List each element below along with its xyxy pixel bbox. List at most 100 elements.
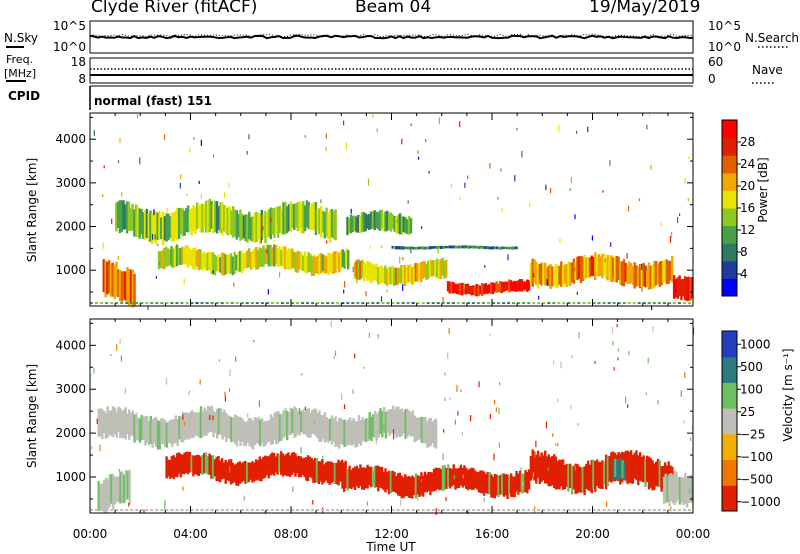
power-speckle (677, 216, 679, 224)
power-cell (172, 248, 175, 268)
velocity-cell (246, 420, 249, 443)
velocity-speckle (143, 509, 145, 514)
power-cell (273, 207, 276, 238)
velocity-cell (181, 454, 184, 474)
power-cell (196, 202, 199, 230)
velocity-cell (628, 451, 631, 484)
velocity-cell (603, 461, 606, 485)
power-cell (271, 208, 274, 235)
velocity-cell (253, 462, 256, 482)
velocity-cell (646, 455, 649, 483)
power-cell (239, 209, 242, 241)
velocity-ground-cell (416, 509, 420, 511)
power-ground-cell (677, 302, 681, 305)
power-ground-cell (416, 302, 420, 305)
velocity-ground-cell (95, 509, 98, 511)
power-ground-cell (411, 302, 415, 305)
velocity-cell (606, 455, 610, 486)
colorbar-tick-label: 1000 (740, 337, 771, 351)
velocity-cell (176, 453, 179, 478)
power-cell (327, 252, 330, 275)
velocity-ground-cell (617, 509, 621, 511)
power-cell (102, 259, 105, 293)
power-speckle (267, 289, 269, 295)
velocity-cell (502, 473, 506, 497)
power-ground-cell (170, 302, 174, 305)
power-echo-region-4 (446, 279, 531, 297)
power-cell (302, 201, 305, 234)
velocity-cell (691, 476, 694, 503)
power-ground-cell (587, 302, 591, 305)
colorbar-swatch (722, 172, 737, 191)
power-ground-cell (683, 302, 686, 305)
velocity-cell (445, 468, 448, 489)
power-speckle (304, 135, 306, 138)
velocity-cell (658, 460, 661, 488)
velocity-speckle (199, 379, 201, 385)
velocity-cell (400, 475, 403, 499)
power-cell (515, 246, 518, 250)
power-cell (386, 210, 389, 231)
velocity-cell (343, 469, 346, 492)
velocity-cell (431, 472, 434, 492)
velocity-ground-cell (115, 509, 119, 511)
power-cell (149, 210, 152, 242)
freq-unit-label: [MHz] (4, 67, 36, 80)
colorbar-tick-label: −25 (740, 427, 765, 441)
velocity-cell (671, 474, 675, 504)
velocity-cell (526, 472, 529, 494)
power-cell (223, 205, 226, 232)
velocity-ground-cell (637, 509, 641, 511)
freq-panel: Freq. [MHz] 18 8 60 0 Nave (4, 53, 783, 86)
power-ground-cell (311, 302, 315, 305)
velocity-cell (529, 456, 533, 481)
power-cell (194, 207, 197, 234)
velocity-cell (431, 421, 434, 444)
velocity-cell (477, 471, 480, 493)
velocity-speckle (560, 361, 562, 369)
power-speckle (223, 192, 226, 198)
power-cell (436, 258, 439, 278)
power-cell (466, 245, 470, 249)
velocity-ground-cell (612, 509, 616, 511)
power-ground-cell (306, 302, 310, 305)
velocity-cell (499, 475, 502, 495)
nave-label: Nave (752, 63, 783, 77)
power-ground-cell (497, 302, 500, 305)
power-cell (366, 260, 369, 281)
velocity-speckle (460, 389, 462, 392)
power-ground-cell (688, 302, 691, 305)
power-speckle (266, 249, 268, 254)
velocity-cell (181, 411, 185, 443)
power-cell (368, 261, 371, 281)
power-cell (309, 206, 312, 230)
colorbar-swatch (722, 120, 737, 139)
power-cell (638, 264, 642, 289)
velocity-ground-cell (331, 509, 335, 511)
velocity-cell (454, 468, 457, 490)
power-ground-cell (441, 302, 445, 305)
power-cell (204, 253, 208, 271)
velocity-ground-cell (150, 509, 154, 511)
velocity-cell (404, 474, 407, 497)
velocity-cell (492, 476, 495, 498)
power-speckle (117, 160, 120, 163)
power-cell (477, 284, 480, 297)
power-cell (425, 263, 428, 280)
velocity-speckle (235, 356, 237, 362)
power-cell (526, 279, 529, 292)
power-ground-cell (446, 302, 450, 305)
power-cell (656, 263, 660, 284)
power-cell (373, 264, 376, 280)
velocity-cell (239, 416, 242, 446)
power-ground-cell (431, 302, 435, 305)
velocity-ground-cell (451, 509, 455, 511)
velocity-cell (321, 415, 325, 439)
velocity-cell (272, 452, 276, 476)
velocity-cell (111, 406, 115, 438)
power-cell (131, 203, 134, 231)
power-cell (142, 212, 145, 239)
power-cell (438, 246, 441, 249)
velocity-ground-cell (672, 509, 676, 511)
